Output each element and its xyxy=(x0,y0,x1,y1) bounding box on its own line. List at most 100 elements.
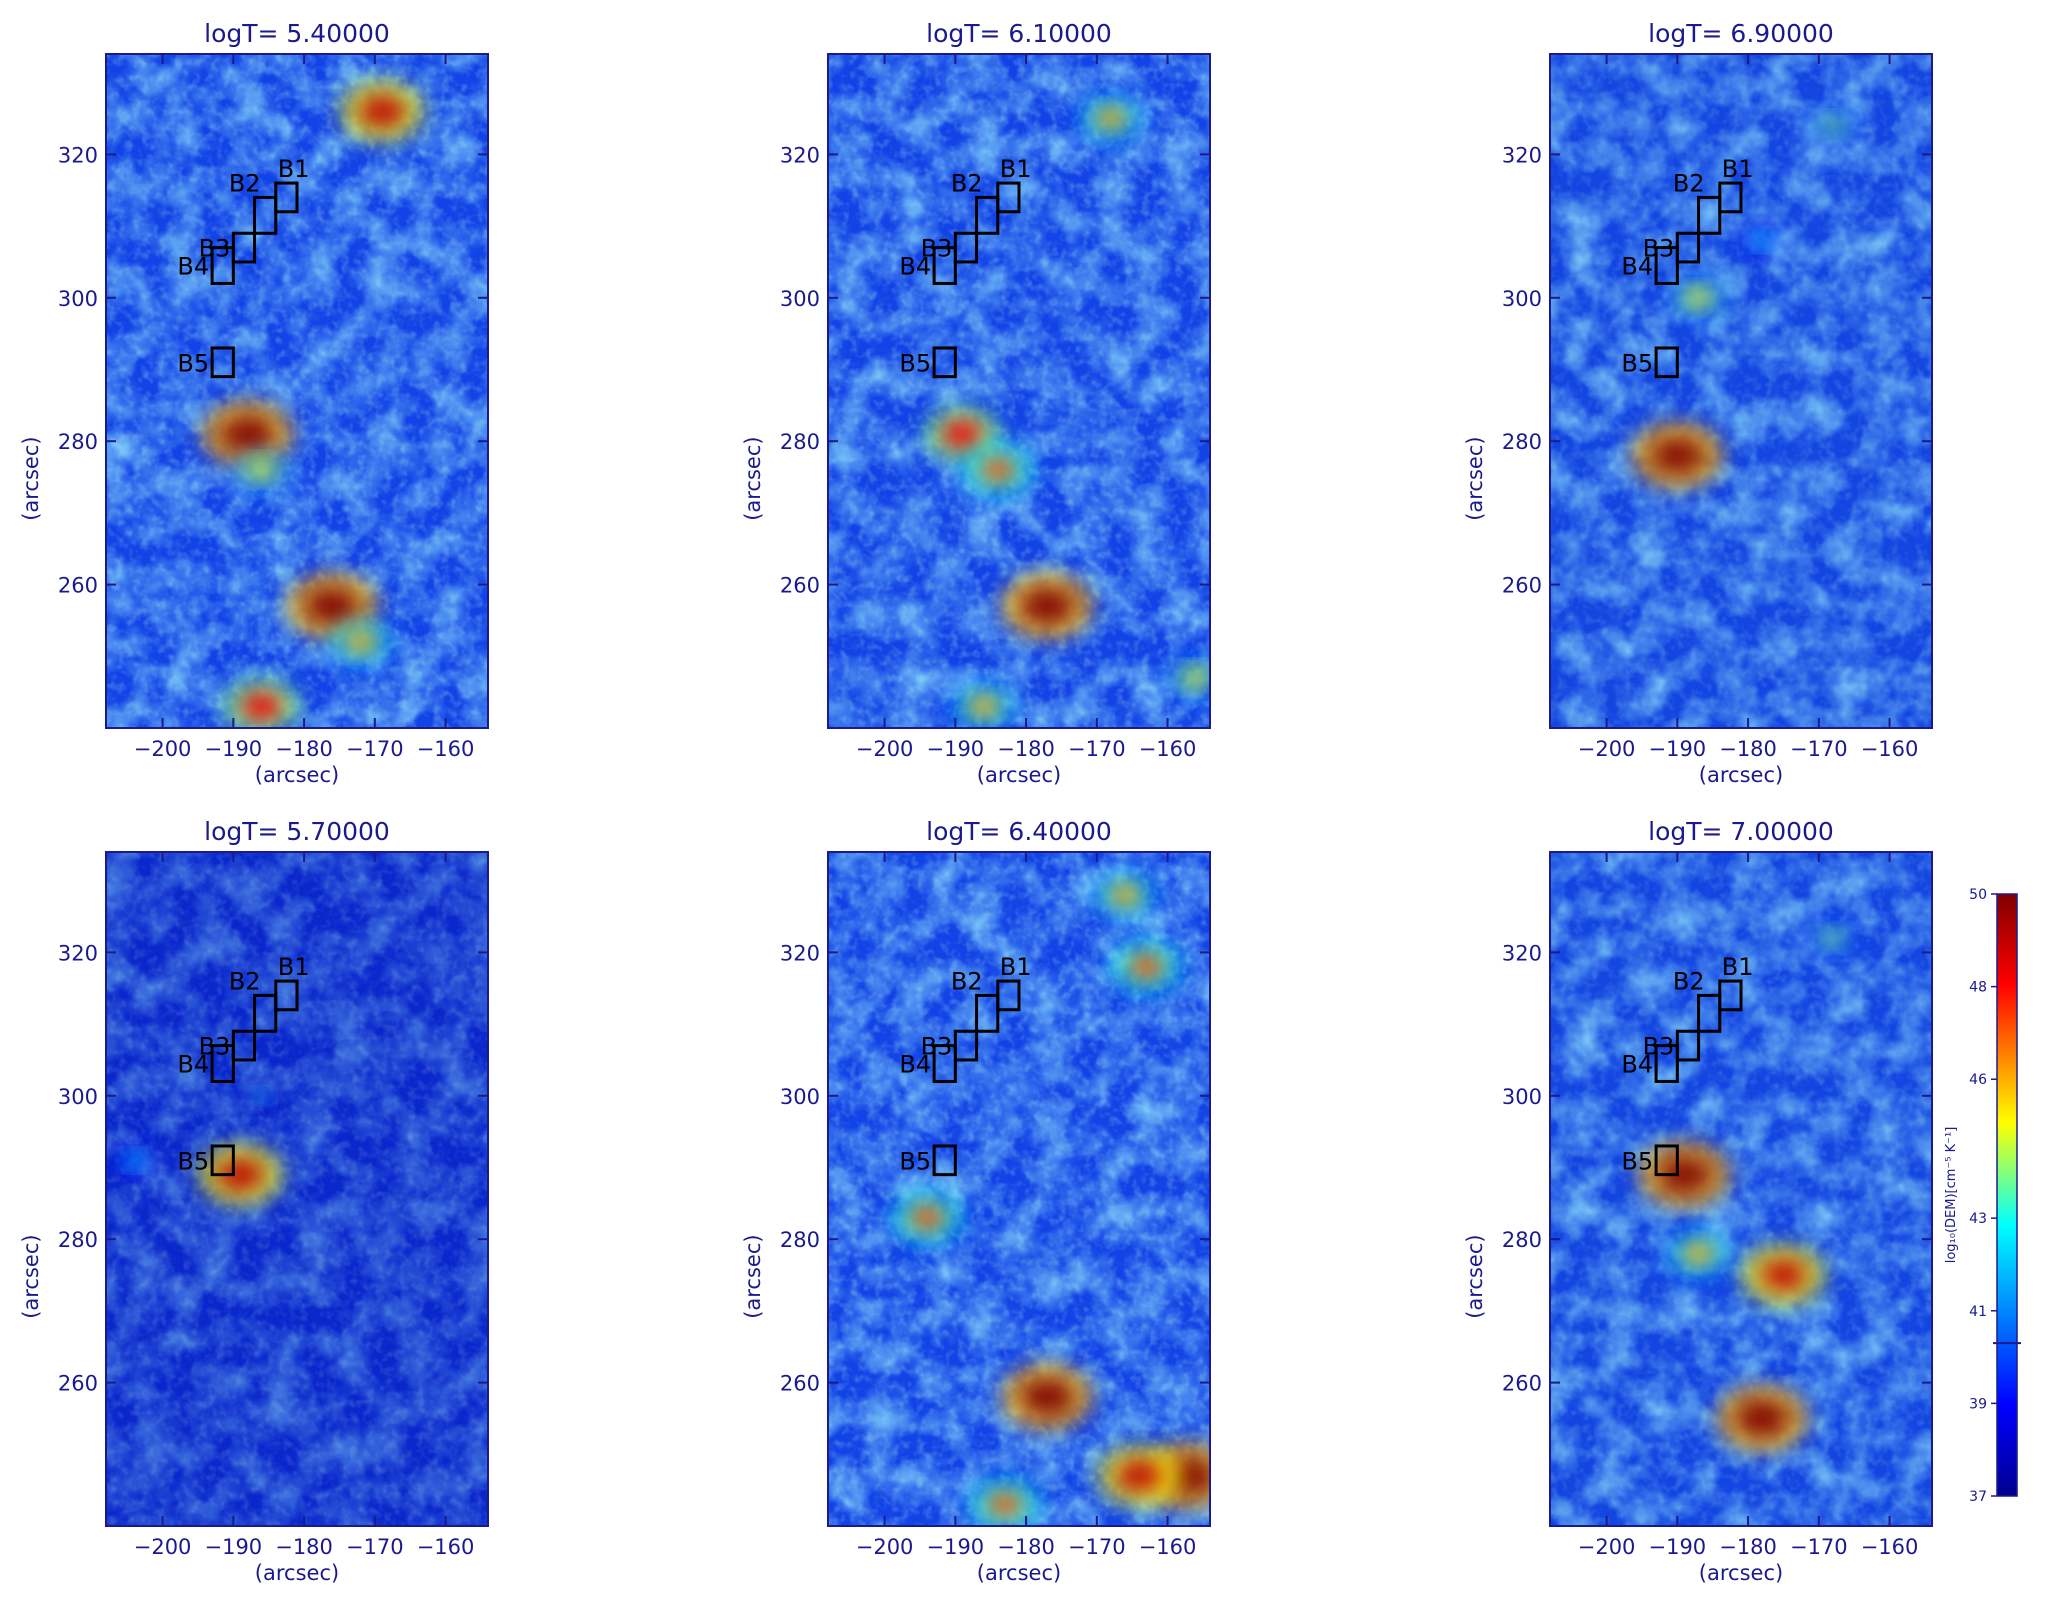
y-tick-label: 260 xyxy=(1502,1372,1542,1396)
colorbar-gradient xyxy=(1996,893,2018,1497)
hotspot xyxy=(978,456,1017,484)
x-tick-label: −190 xyxy=(204,1535,262,1559)
y-tick-label: 280 xyxy=(1502,430,1542,454)
x-tick-label: −180 xyxy=(997,737,1055,761)
plot-frame xyxy=(105,53,489,729)
panel-title: logT= 7.00000 xyxy=(1648,817,1834,846)
y-tick-label: 260 xyxy=(58,574,98,598)
hotspot xyxy=(1681,1241,1716,1266)
y-tick-label: 300 xyxy=(58,287,98,311)
hotspot xyxy=(253,1090,270,1102)
region-box-label: B4 xyxy=(899,253,931,281)
y-tick-label: 320 xyxy=(1502,941,1542,965)
x-axis-label: (arcsec) xyxy=(977,1561,1061,1585)
hotspot xyxy=(358,94,406,128)
hotspot xyxy=(1820,117,1846,135)
region-box-label: B1 xyxy=(1722,155,1754,183)
region-box-label: B2 xyxy=(229,169,261,197)
plot-frame xyxy=(827,851,1211,1527)
region-box-label: B1 xyxy=(278,155,310,183)
region-box-label: B5 xyxy=(177,349,209,377)
y-tick-label: 300 xyxy=(780,287,820,311)
hotspot xyxy=(1683,287,1714,309)
x-tick-label: −170 xyxy=(346,737,404,761)
y-tick-label: 320 xyxy=(58,941,98,965)
y-tick-label: 300 xyxy=(58,1085,98,1109)
y-axis-label: (arcsec) xyxy=(1463,436,1487,520)
region-box xyxy=(210,246,235,285)
y-tick-label: 280 xyxy=(780,1228,820,1252)
x-tick-label: −180 xyxy=(275,1535,333,1559)
heatmap-image xyxy=(828,54,1210,728)
region-box-label: B5 xyxy=(899,1147,931,1175)
panel-title: logT= 5.70000 xyxy=(204,817,390,846)
hotspot xyxy=(1658,1156,1711,1193)
colorbar-tick-label: 39 xyxy=(1969,1396,1987,1412)
hotspot xyxy=(124,1153,145,1168)
y-tick-label: 280 xyxy=(780,430,820,454)
colorbar-tick-label: 41 xyxy=(1969,1304,1987,1320)
x-tick-label: −180 xyxy=(1719,1535,1777,1559)
region-box-label: B2 xyxy=(951,967,983,995)
y-axis-label: (arcsec) xyxy=(741,436,765,520)
hotspot xyxy=(221,416,274,452)
y-tick-label: 280 xyxy=(58,430,98,454)
panel-title: logT= 6.10000 xyxy=(926,19,1112,48)
heatmap-image xyxy=(106,852,488,1526)
heatmap-image xyxy=(1550,54,1932,728)
heatmap-image xyxy=(106,54,488,728)
region-box xyxy=(932,346,957,379)
y-axis-label: (arcsec) xyxy=(19,436,43,520)
x-tick-label: −160 xyxy=(417,737,475,761)
x-tick-label: −160 xyxy=(1139,1535,1197,1559)
hotspot xyxy=(247,459,277,481)
region-box xyxy=(975,195,1000,235)
region-box xyxy=(932,1144,957,1177)
hotspot xyxy=(343,630,378,654)
x-axis-label: (arcsec) xyxy=(977,763,1061,787)
region-box-label: B1 xyxy=(1000,155,1032,183)
colorbar-tick-label: 48 xyxy=(1969,980,1987,996)
x-tick-label: −160 xyxy=(1139,737,1197,761)
region-box xyxy=(210,346,235,379)
x-axis-label: (arcsec) xyxy=(255,1561,339,1585)
y-tick-label: 320 xyxy=(1502,143,1542,167)
region-box xyxy=(932,1044,957,1083)
region-box-label: B4 xyxy=(177,253,209,281)
x-tick-label: −180 xyxy=(275,737,333,761)
colorbar: 37 39 41 43 46 48 50 log₁₀(DEM)[cm⁻⁵ K⁻¹] xyxy=(1944,887,2021,1505)
x-axis-label: (arcsec) xyxy=(1699,1561,1783,1585)
y-tick-label: 300 xyxy=(780,1085,820,1109)
region-box xyxy=(975,993,1000,1033)
region-box xyxy=(1697,195,1722,235)
y-tick-label: 260 xyxy=(780,1372,820,1396)
y-tick-label: 260 xyxy=(780,574,820,598)
region-box xyxy=(1654,246,1679,285)
x-tick-label: −160 xyxy=(417,1535,475,1559)
region-box xyxy=(210,1144,235,1177)
x-tick-label: −170 xyxy=(1068,737,1126,761)
panel-title: logT= 6.90000 xyxy=(1648,19,1834,48)
region-box-label: B2 xyxy=(1673,169,1705,197)
region-box-label: B2 xyxy=(951,169,983,197)
region-box xyxy=(253,993,278,1033)
x-tick-label: −190 xyxy=(926,737,984,761)
hotspot xyxy=(1752,233,1773,248)
y-tick-label: 260 xyxy=(58,1372,98,1396)
region-box xyxy=(210,1044,235,1083)
hotspot xyxy=(1108,883,1142,907)
region-box xyxy=(1654,1044,1679,1083)
hotspot xyxy=(240,691,283,722)
hotspot xyxy=(908,1204,947,1231)
region-box xyxy=(1654,346,1679,379)
hotspot xyxy=(1651,437,1703,474)
x-axis-label: (arcsec) xyxy=(255,763,339,787)
region-box xyxy=(253,195,278,235)
x-tick-label: −180 xyxy=(997,1535,1055,1559)
heatmap-panel: logT= 6.40000 −200 −190 −180 −170 −160 260 280 3… xyxy=(741,817,1211,1585)
region-box-label: B5 xyxy=(1621,1147,1653,1175)
x-axis-label: (arcsec) xyxy=(1699,763,1783,787)
x-tick-label: −160 xyxy=(1861,737,1919,761)
hotspot xyxy=(1127,953,1166,981)
